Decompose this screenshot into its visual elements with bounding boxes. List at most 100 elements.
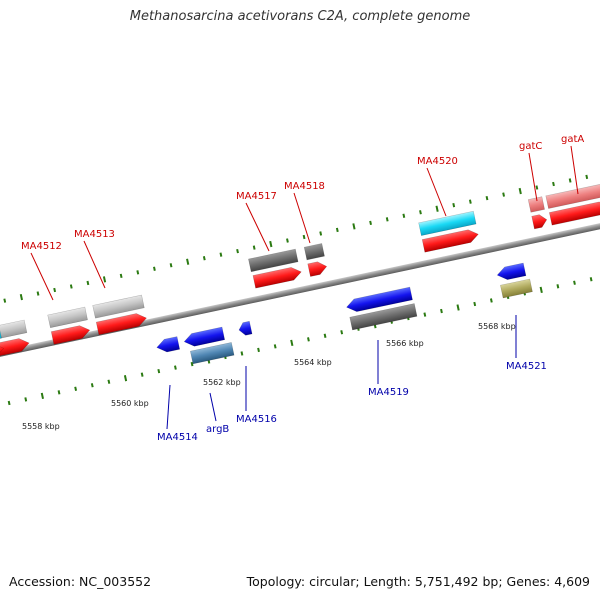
reverse-strand-tick xyxy=(174,365,177,370)
kbp-axis-label: 5560 kbp xyxy=(111,399,149,408)
forward-strand-tick xyxy=(86,280,90,286)
forward-gene-gata xyxy=(549,201,600,226)
forward-strand-tick xyxy=(535,185,539,190)
reverse-strand-tick xyxy=(290,339,294,347)
forward-strand-tick xyxy=(236,248,239,254)
gene-ma4513-leader-line xyxy=(83,240,106,289)
gene-ma4513-label: MA4513 xyxy=(74,229,115,240)
gene-gata-label: gatA xyxy=(561,134,584,145)
forward-strand-tick xyxy=(102,276,107,283)
reverse-strand-tick xyxy=(556,284,560,289)
forward-strand-tick xyxy=(335,227,339,233)
forward-strand-tick xyxy=(53,287,57,293)
forward-orf-dgray xyxy=(303,243,325,261)
reverse-gene-ma4514 xyxy=(183,326,225,347)
reverse-orf-argb xyxy=(190,342,235,365)
reverse-strand-tick xyxy=(440,308,443,314)
reverse-strand-tick xyxy=(240,351,244,356)
forward-strand-tick xyxy=(252,245,256,250)
reverse-strand-tick xyxy=(74,386,78,391)
reverse-strand-tick xyxy=(90,383,94,388)
reverse-strand-tick xyxy=(456,304,460,311)
reverse-strand-tick xyxy=(573,280,576,285)
gene-features xyxy=(0,183,600,365)
forward-gene-ma4518 xyxy=(307,261,328,277)
gene-ma4520-leader-line xyxy=(426,167,447,217)
reverse-strand-tick xyxy=(107,379,111,384)
gene-ma4520-label: MA4520 xyxy=(417,156,458,167)
gene-ma4512-leader-line xyxy=(30,252,54,301)
gene-ma4514-leader-line xyxy=(166,384,171,430)
gene-ma4516-label: MA4516 xyxy=(236,414,277,425)
kbp-axis-label: 5566 kbp xyxy=(386,339,424,348)
genome-backbone xyxy=(0,199,600,381)
reverse-strand-tick xyxy=(7,400,11,406)
forward-tick-row xyxy=(3,174,589,303)
forward-strand-tick xyxy=(3,298,7,303)
forward-strand-tick xyxy=(552,181,555,187)
gene-ma4512-label: MA4512 xyxy=(21,241,62,252)
forward-strand-tick xyxy=(452,203,456,208)
gene-gatc-label: gatC xyxy=(519,141,542,152)
reverse-strand-tick xyxy=(190,361,194,367)
reverse-strand-tick xyxy=(473,301,477,307)
reverse-strand-tick xyxy=(24,397,28,402)
forward-strand-tick xyxy=(202,256,206,261)
forward-orf-cyan xyxy=(418,210,477,236)
kbp-axis-label: 5564 kbp xyxy=(294,358,332,367)
reverse-orf-olive xyxy=(500,278,533,299)
forward-strand-tick xyxy=(352,223,356,230)
forward-strand-tick xyxy=(485,195,489,201)
reverse-strand-tick xyxy=(423,312,427,317)
forward-strand-tick xyxy=(518,187,522,195)
forward-strand-tick xyxy=(36,291,40,296)
forward-strand-tick xyxy=(119,273,123,279)
forward-strand-tick xyxy=(153,266,156,271)
gene-gata-leader-line xyxy=(570,145,579,195)
forward-strand-tick xyxy=(502,192,506,197)
gene-ma4514-label: MA4514 xyxy=(157,432,198,443)
reverse-strand-tick xyxy=(589,277,593,282)
map-title: Methanosarcina acetivorans C2A, complete… xyxy=(129,9,471,24)
forward-strand-tick xyxy=(19,293,23,301)
reverse-strand-tick xyxy=(257,347,260,353)
forward-orf-dgray xyxy=(248,248,299,273)
forward-strand-tick xyxy=(169,263,173,268)
reverse-strand-tick xyxy=(140,372,144,377)
forward-strand-tick xyxy=(302,234,306,240)
kbp-axis-label: 5568 kbp xyxy=(478,322,516,331)
forward-strand-tick xyxy=(402,213,406,218)
forward-orf-pink xyxy=(527,196,545,213)
gene-gatc-leader-line xyxy=(528,152,538,202)
forward-strand-tick xyxy=(419,210,422,215)
gene-argb-label: argB xyxy=(206,424,229,435)
forward-strand-tick xyxy=(69,284,73,289)
reverse-strand-tick xyxy=(307,337,310,342)
kbp-axis-labels: 5558 kbp 5560 kbp 5562 kbp 5564 kbp 5566 kbp… xyxy=(22,322,516,431)
genome-summary-text: Topology: circular; Length: 5,751,492 bp… xyxy=(246,574,590,589)
label-leader-lines xyxy=(30,145,579,430)
forward-strand-tick xyxy=(468,199,472,204)
kbp-axis-label: 5558 kbp xyxy=(22,422,60,431)
forward-strand-tick xyxy=(219,252,223,257)
forward-gene-ma4520 xyxy=(421,229,479,253)
reverse-gene-blue xyxy=(156,336,180,353)
forward-gene-gatc xyxy=(531,214,548,230)
forward-orf-gray xyxy=(47,306,88,329)
forward-orf-pink xyxy=(545,183,600,209)
reverse-orf-dgray xyxy=(349,303,418,331)
gene-labels: MA4512 MA4513 MA4517 MA4518 MA4520 gatC gatA MA… xyxy=(21,134,584,443)
reverse-gene-ma4521 xyxy=(496,262,527,280)
reverse-strand-tick xyxy=(123,375,128,382)
gene-ma4518-leader-line xyxy=(293,192,311,244)
gene-ma4518-label: MA4518 xyxy=(284,181,325,192)
reverse-strand-tick xyxy=(157,368,161,374)
forward-orf-gray xyxy=(92,294,145,319)
accession-text: Accession: NC_003552 xyxy=(9,574,152,589)
forward-gene-ma4517 xyxy=(252,267,302,289)
forward-strand-tick xyxy=(269,240,273,248)
gene-argb-leader-line xyxy=(209,392,217,422)
forward-strand-tick xyxy=(369,220,372,226)
